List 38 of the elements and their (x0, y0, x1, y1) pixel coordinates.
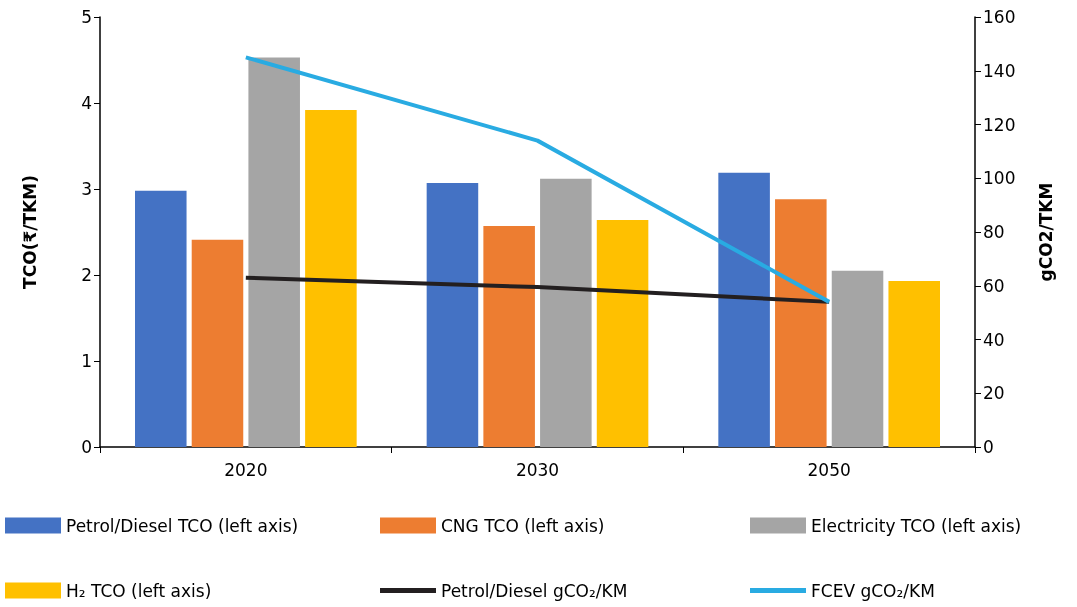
y-tick-label: 2 (81, 265, 92, 285)
bar (248, 57, 300, 447)
bar (831, 270, 884, 447)
bar (775, 199, 827, 447)
legend-label: Electricity TCO (left axis) (811, 515, 1022, 536)
bar (305, 109, 357, 447)
legend-label: CNG TCO (left axis) (441, 515, 605, 536)
legend-label: H₂ TCO (left axis) (66, 580, 212, 601)
y-tick-label: 4 (81, 93, 92, 113)
y2-axis-title: gCO2/TKM (1035, 182, 1056, 282)
bar (888, 281, 940, 447)
y2-tick-label: 160 (983, 7, 1016, 27)
legend-label: Petrol/Diesel gCO₂/KM (441, 580, 628, 601)
bar (426, 182, 479, 447)
bar (191, 239, 244, 447)
legend-label: Petrol/Diesel TCO (left axis) (66, 515, 299, 536)
y2-tick-label: 20 (983, 383, 1005, 404)
y-tick-label: 3 (81, 179, 92, 199)
bar (483, 225, 535, 447)
y2-tick-label: 140 (983, 60, 1016, 81)
y2-tick-label: 80 (983, 222, 1005, 242)
x-tick-label: 2030 (515, 459, 560, 480)
y2-tick-label: 100 (983, 168, 1016, 189)
legend-label: FCEV gCO₂/KM (811, 580, 935, 601)
x-tick-label: 2020 (224, 459, 268, 480)
y-tick-label: 1 (81, 351, 92, 371)
y-tick-label: 5 (81, 7, 92, 27)
bar (135, 190, 187, 447)
y2-tick-label: 0 (983, 437, 994, 457)
bar (540, 178, 592, 447)
y2-tick-label: 120 (983, 114, 1016, 135)
y-tick-label: 0 (81, 437, 92, 457)
y-axis-title: TCO(₹/TKM) (19, 175, 40, 289)
bar (596, 219, 649, 447)
y2-tick-label: 60 (983, 275, 1005, 296)
bar (718, 172, 770, 447)
x-tick-label: 2050 (807, 459, 851, 480)
y2-tick-label: 40 (983, 329, 1005, 350)
